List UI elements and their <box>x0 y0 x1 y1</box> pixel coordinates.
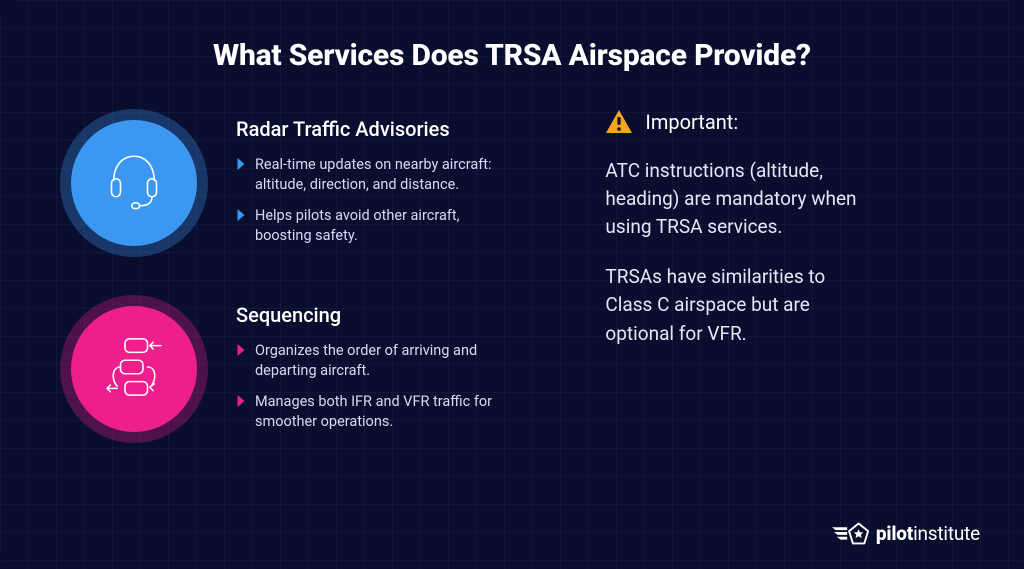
brand-light: institute <box>913 522 980 545</box>
important-paragraph: TRSAs have similarities to Class C airsp… <box>605 263 865 347</box>
bullet-item: Organizes the order of arriving and depa… <box>236 341 516 382</box>
bullet-text: Real-time updates on nearby aircraft: al… <box>255 155 516 196</box>
service-row: Sequencing Organizes the order of arrivi… <box>60 295 565 443</box>
bullet-item: Manages both IFR and VFR traffic for smo… <box>236 392 516 433</box>
bullet-caret-icon <box>236 394 247 408</box>
icon-core <box>71 306 197 432</box>
warning-icon <box>605 109 633 135</box>
important-paragraph: ATC instructions (altitude, heading) are… <box>605 157 865 241</box>
page-title: What Services Does TRSA Airspace Provide… <box>60 38 964 73</box>
content-columns: Radar Traffic Advisories Real-time updat… <box>60 109 964 443</box>
bullet-caret-icon <box>236 343 247 357</box>
important-column: Important: ATC instructions (altitude, h… <box>605 109 964 443</box>
brand-bold: pilot <box>876 522 913 545</box>
sequencing-icon <box>98 331 170 407</box>
headset-icon <box>98 145 170 221</box>
service-heading: Sequencing <box>236 303 565 327</box>
service-icon-wrap <box>60 295 208 443</box>
services-column: Radar Traffic Advisories Real-time updat… <box>60 109 565 443</box>
bullet-caret-icon <box>236 157 247 171</box>
service-row: Radar Traffic Advisories Real-time updat… <box>60 109 565 257</box>
service-icon-wrap <box>60 109 208 257</box>
bullet-item: Real-time updates on nearby aircraft: al… <box>236 155 516 196</box>
brand-text: pilotinstitute <box>876 522 980 545</box>
wings-badge-icon <box>832 521 870 545</box>
important-label: Important: <box>645 110 738 134</box>
service-text: Sequencing Organizes the order of arrivi… <box>236 295 565 442</box>
infographic-card: What Services Does TRSA Airspace Provide… <box>0 0 1024 569</box>
icon-core <box>71 120 197 246</box>
service-text: Radar Traffic Advisories Real-time updat… <box>236 109 565 256</box>
bullet-text: Helps pilots avoid other aircraft, boost… <box>255 206 516 247</box>
bullet-text: Organizes the order of arriving and depa… <box>255 341 516 382</box>
service-heading: Radar Traffic Advisories <box>236 117 565 141</box>
bullet-caret-icon <box>236 208 247 222</box>
bullet-item: Helps pilots avoid other aircraft, boost… <box>236 206 516 247</box>
brand-logo: pilotinstitute <box>832 521 980 545</box>
bullet-text: Manages both IFR and VFR traffic for smo… <box>255 392 516 433</box>
important-header: Important: <box>605 109 954 135</box>
